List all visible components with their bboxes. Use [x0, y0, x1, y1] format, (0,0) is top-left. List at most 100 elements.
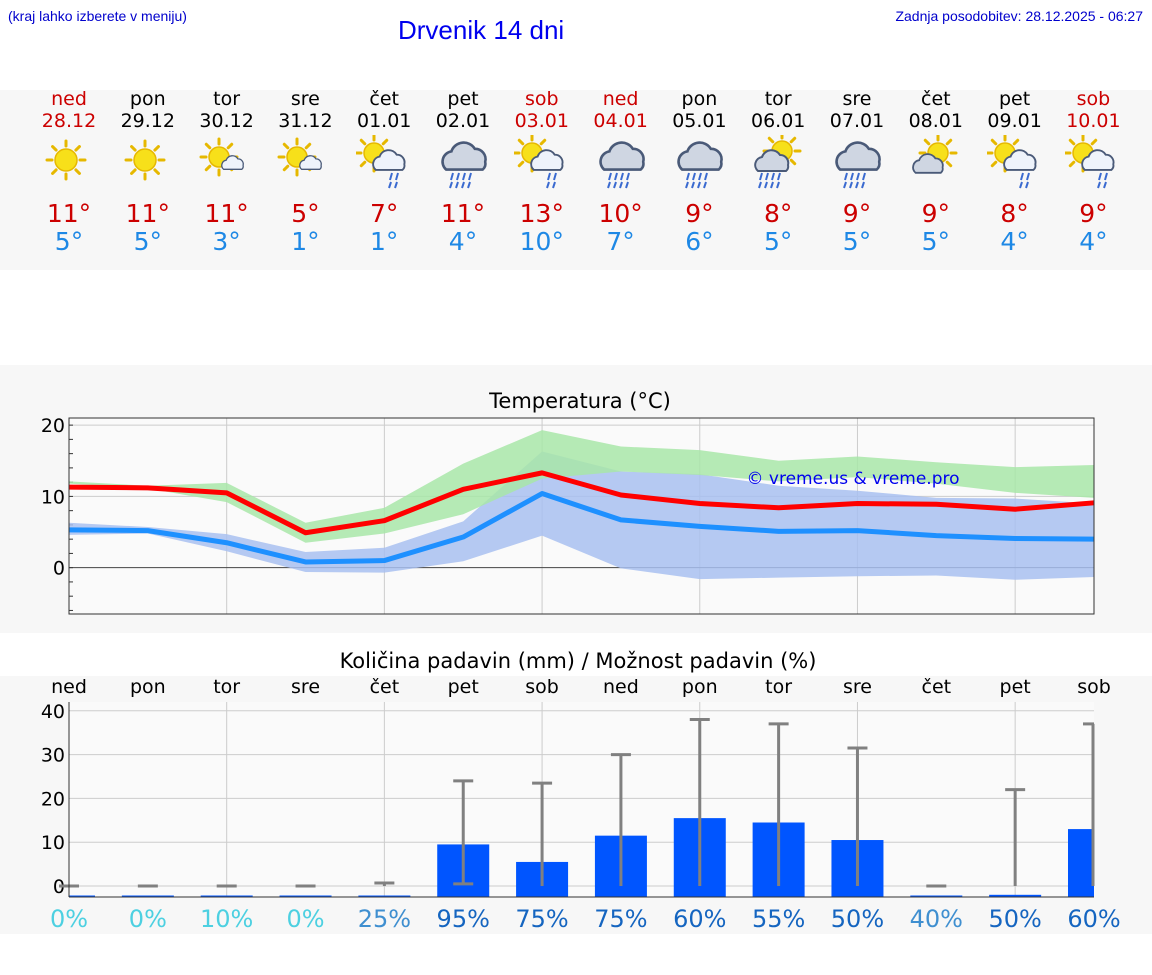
y-tick-label: 20 — [41, 415, 65, 437]
min-range-band — [69, 451, 1094, 580]
day-column: pet 02.01 11° 4° — [423, 88, 503, 256]
day-column: sob 03.01 13° 10° — [502, 88, 582, 256]
max-temperature: 11° — [440, 199, 486, 228]
max-temperature: 9° — [685, 199, 714, 228]
probability-label: 75% — [594, 905, 647, 933]
day-date: 01.01 — [356, 110, 412, 132]
max-temperature: 8° — [1000, 199, 1029, 228]
day-name: tor — [764, 88, 792, 110]
probability-label: 50% — [831, 905, 884, 933]
precipitation-bar — [279, 895, 332, 897]
day-date: 31.12 — [278, 110, 333, 132]
day-column: sre 31.12 5° 1° — [265, 88, 345, 256]
y-tick-label: 0 — [53, 876, 65, 898]
min-temperature: 5° — [842, 227, 872, 256]
precipitation-bar — [989, 894, 1042, 897]
day-column: pon 05.01 9° 6° — [659, 88, 739, 256]
min-temperature: 5° — [763, 227, 793, 256]
x-category-label: sob — [525, 676, 559, 698]
chart-title: Temperatura (°C) — [488, 389, 671, 413]
min-temperature: 10° — [519, 227, 564, 256]
y-tick-label: 10 — [41, 832, 65, 854]
max-range-band — [69, 430, 1094, 543]
min-temperature: 3° — [212, 227, 241, 256]
day-column: sre 07.01 9° 5° — [817, 88, 897, 256]
plot-area — [69, 702, 1094, 897]
day-name: sre — [290, 88, 320, 110]
probability-label: 25% — [358, 905, 411, 933]
day-name: čet — [921, 88, 951, 110]
max-temperature: 13° — [519, 199, 564, 228]
watermark: © vreme.us & vreme.pro — [746, 469, 959, 489]
min-temperature: 5° — [54, 227, 84, 256]
probability-label: 10% — [200, 905, 253, 933]
day-name: tor — [213, 88, 241, 110]
sun-cloud-rain-icon — [975, 132, 1055, 194]
day-date: 10.01 — [1066, 110, 1121, 132]
day-date: 03.01 — [514, 110, 569, 132]
x-category-label: ned — [51, 676, 87, 698]
sun-icon — [108, 132, 188, 194]
day-name: pon — [681, 88, 718, 110]
max-temperature: 9° — [842, 199, 872, 228]
location-menu-hint[interactable]: (kraj lahko izberete v meniju) — [8, 8, 187, 24]
day-column: tor 06.01 8° 5° — [738, 88, 818, 256]
day-column: tor 30.12 11° 3° — [187, 88, 267, 256]
day-column: pon 29.12 11° 5° — [108, 88, 188, 256]
x-category-label: pet — [1000, 676, 1031, 698]
day-name: pon — [129, 88, 166, 110]
day-date: 29.12 — [120, 110, 175, 132]
precipitation-bar — [358, 895, 411, 897]
sun-cloud-rain-icon — [344, 132, 424, 194]
day-date: 28.12 — [41, 110, 97, 132]
y-tick-label: 0 — [53, 558, 65, 580]
min-temperature-line — [68, 491, 1095, 565]
last-updated: Zadnja posodobitev: 28.12.2025 - 06:27 — [895, 8, 1143, 24]
min-temperature: 1° — [291, 227, 320, 256]
chart-title: Količina padavin (mm) / Možnost padavin … — [340, 649, 817, 673]
max-temperature: 11° — [125, 199, 170, 228]
y-tick-label: 10 — [41, 486, 65, 508]
day-column: ned 04.01 10° 7° — [581, 88, 661, 256]
day-name: čet — [369, 88, 399, 110]
day-date: 07.01 — [829, 110, 885, 132]
day-name: sre — [842, 88, 872, 110]
x-category-label: pon — [682, 676, 718, 698]
sun-cloud-icon — [896, 132, 976, 194]
x-category-label: pet — [448, 676, 479, 698]
probability-label: 40% — [910, 905, 963, 933]
day-date: 04.01 — [593, 110, 648, 132]
day-name: sob — [525, 88, 559, 110]
cloud-rain-icon — [423, 132, 503, 194]
min-temperature: 4° — [1000, 227, 1029, 256]
x-category-label: tor — [765, 676, 792, 698]
day-column: ned 28.12 11° 5° — [29, 88, 109, 256]
max-temperature-line — [68, 470, 1095, 536]
y-tick-label: 40 — [41, 701, 65, 723]
x-category-label: čet — [922, 676, 952, 698]
max-temperature: 10° — [598, 199, 643, 228]
probability-label: 0% — [129, 905, 167, 933]
min-temperature: 4° — [448, 227, 478, 256]
day-date: 09.01 — [987, 110, 1042, 132]
day-name: pet — [998, 88, 1031, 110]
cloud-rain-icon — [581, 132, 661, 194]
x-category-label: tor — [213, 676, 240, 698]
min-temperature: 1° — [369, 227, 399, 256]
precipitation-bar — [910, 895, 963, 897]
day-column: pet 09.01 8° 4° — [975, 88, 1055, 256]
max-temperature: 11° — [46, 199, 92, 228]
precipitation-bar — [200, 895, 253, 897]
day-name: ned — [51, 88, 87, 110]
probability-label: 60% — [1067, 905, 1120, 933]
x-category-label: ned — [603, 676, 639, 698]
x-category-label: sob — [1077, 676, 1111, 698]
max-temperature: 8° — [763, 199, 793, 228]
max-temperature: 11° — [204, 199, 249, 228]
plot-frame — [68, 417, 1095, 615]
sun-cloud-heavy-rain-icon — [738, 132, 818, 194]
x-category-label: sre — [291, 676, 320, 698]
precipitation-bar — [69, 895, 95, 897]
probability-label: 55% — [752, 905, 805, 933]
forecast-strip-background — [0, 90, 1152, 270]
